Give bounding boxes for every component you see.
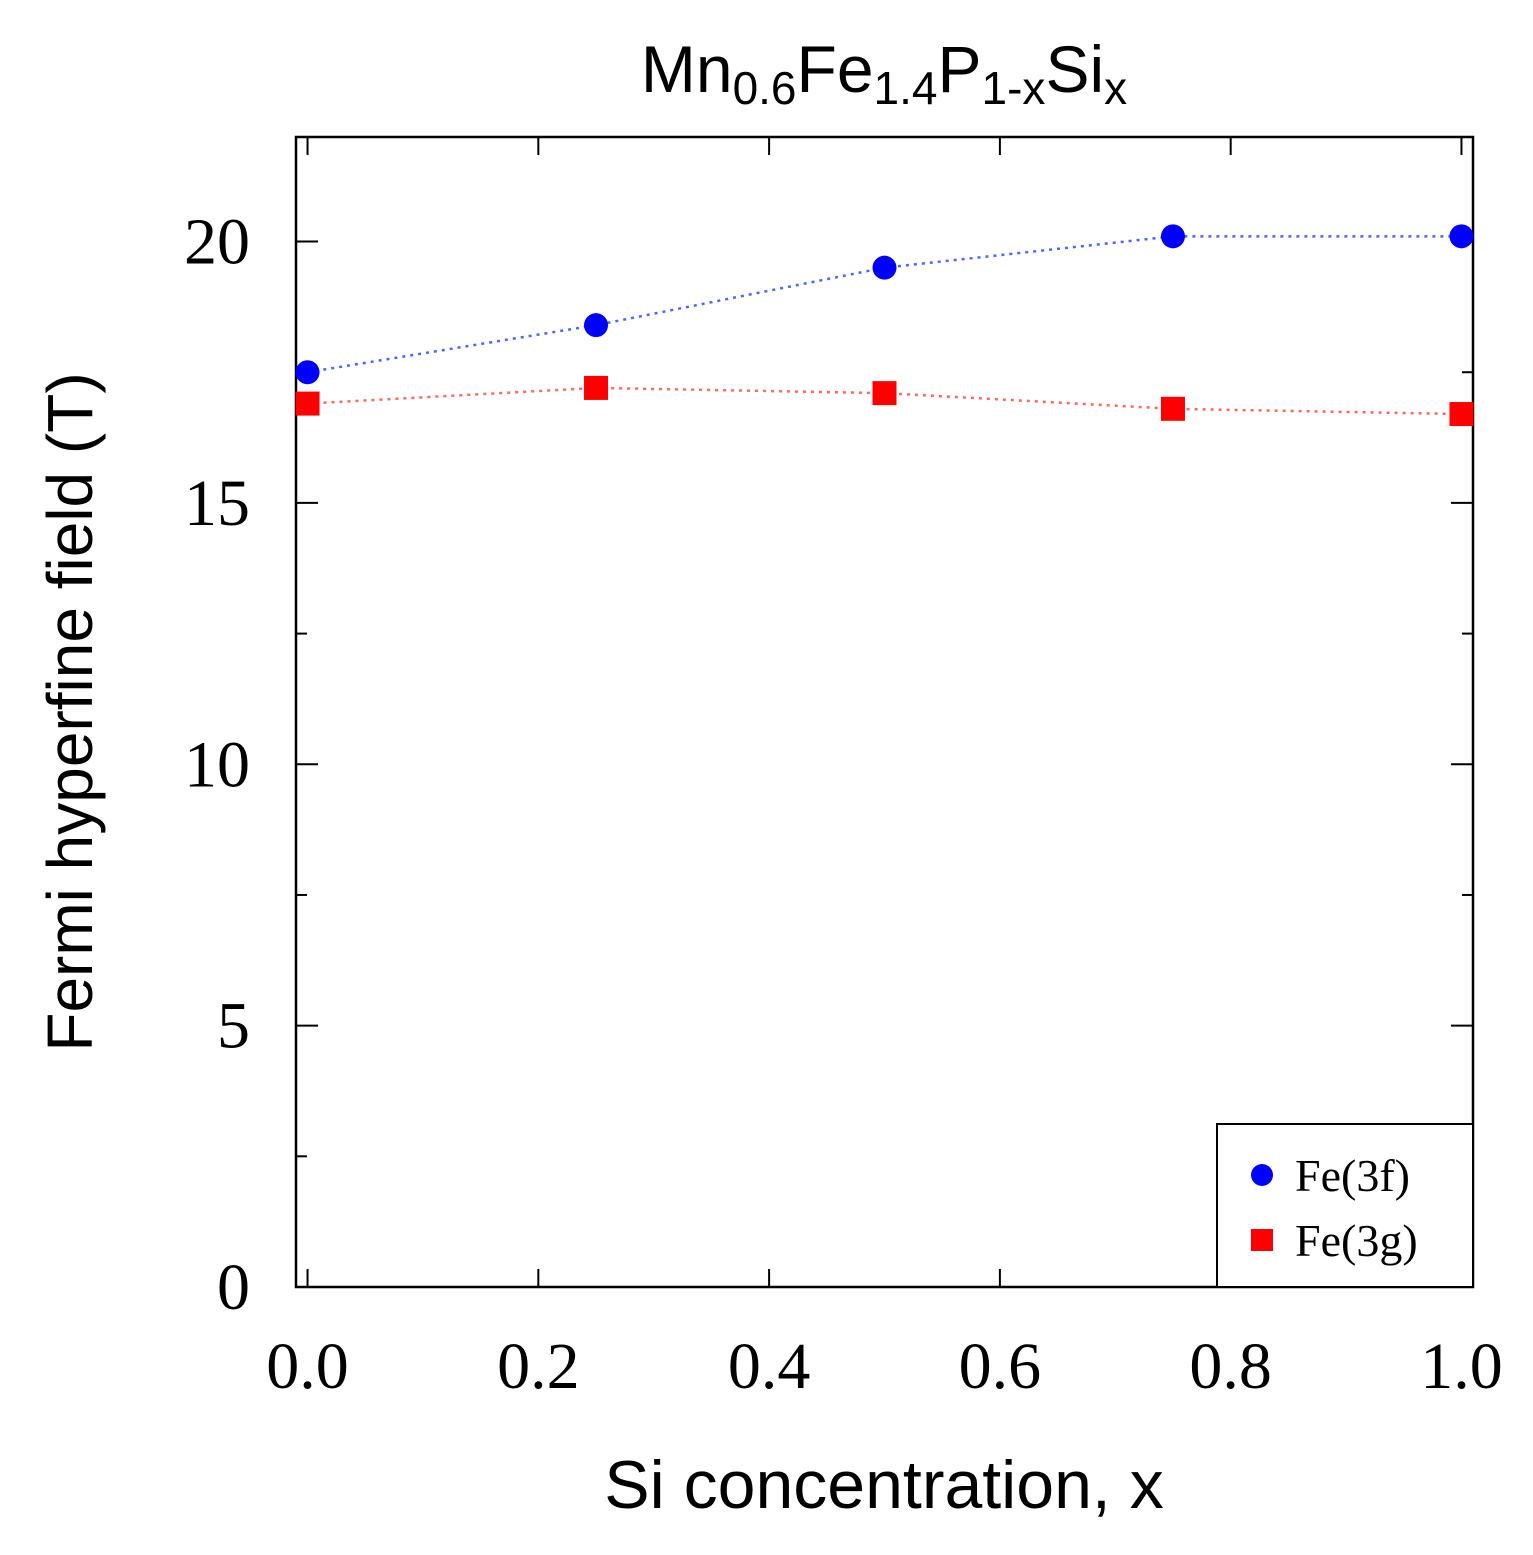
legend: Fe(3f) Fe(3g) — [1216, 1123, 1474, 1288]
data-point — [872, 381, 897, 406]
legend-item: Fe(3g) — [1251, 1215, 1418, 1266]
x-tick-label: 0.2 — [497, 1330, 580, 1403]
plot-frame — [294, 135, 1475, 1289]
x-tick-label: 0.6 — [959, 1330, 1042, 1403]
chart-title-text: Mn — [641, 32, 733, 106]
chart-title-text: P — [938, 32, 982, 106]
y-axis-tick-labels: 0 5 10 15 20 — [184, 206, 250, 1324]
chart-title-subscript: x — [1104, 62, 1127, 114]
data-point — [584, 313, 609, 338]
legend-item: Fe(3f) — [1251, 1150, 1410, 1201]
series-layer — [295, 224, 1474, 427]
legend-box — [1216, 1123, 1474, 1288]
series-Fe(3g) — [295, 375, 1474, 427]
y-tick-label: 10 — [184, 728, 250, 801]
chart-title: Mn0.6Fe1.4P1-xSix — [641, 32, 1127, 114]
y-tick-label: 5 — [217, 990, 250, 1063]
chart-title-text: Fe — [797, 32, 874, 106]
data-point — [1160, 396, 1185, 421]
legend-label: Fe(3g) — [1295, 1215, 1418, 1266]
x-tick-label: 1.0 — [1420, 1330, 1503, 1403]
y-axis-label: Fermi hyperfine field (T) — [34, 372, 106, 1051]
data-point — [295, 391, 320, 416]
data-point — [1160, 224, 1185, 249]
x-tick-label: 0.8 — [1189, 1330, 1272, 1403]
chart-title-text: Si — [1045, 32, 1104, 106]
legend-marker — [1251, 1229, 1273, 1251]
data-point — [584, 375, 609, 400]
y-tick-label: 20 — [184, 206, 250, 279]
data-point — [1449, 402, 1474, 427]
legend-label: Fe(3f) — [1295, 1150, 1410, 1201]
x-tick-label: 0.4 — [728, 1330, 811, 1403]
x-axis-tick-labels: 0.0 0.2 0.4 0.6 0.8 1.0 — [266, 1330, 1502, 1403]
y-tick-label: 15 — [184, 467, 250, 540]
chart-title-subscript: 1-x — [982, 62, 1046, 114]
x-tick-label: 0.0 — [266, 1330, 349, 1403]
chart-title-subscript: 0.6 — [733, 62, 797, 114]
data-point — [872, 255, 897, 280]
y-tick-label: 0 — [217, 1251, 250, 1324]
x-axis-label: Si concentration, x — [604, 1447, 1163, 1523]
chart-title-subscript: 1.4 — [874, 62, 938, 114]
legend-marker — [1251, 1164, 1273, 1186]
series-Fe(3f) — [295, 224, 1474, 385]
data-point — [1449, 224, 1474, 249]
data-point — [295, 360, 320, 385]
